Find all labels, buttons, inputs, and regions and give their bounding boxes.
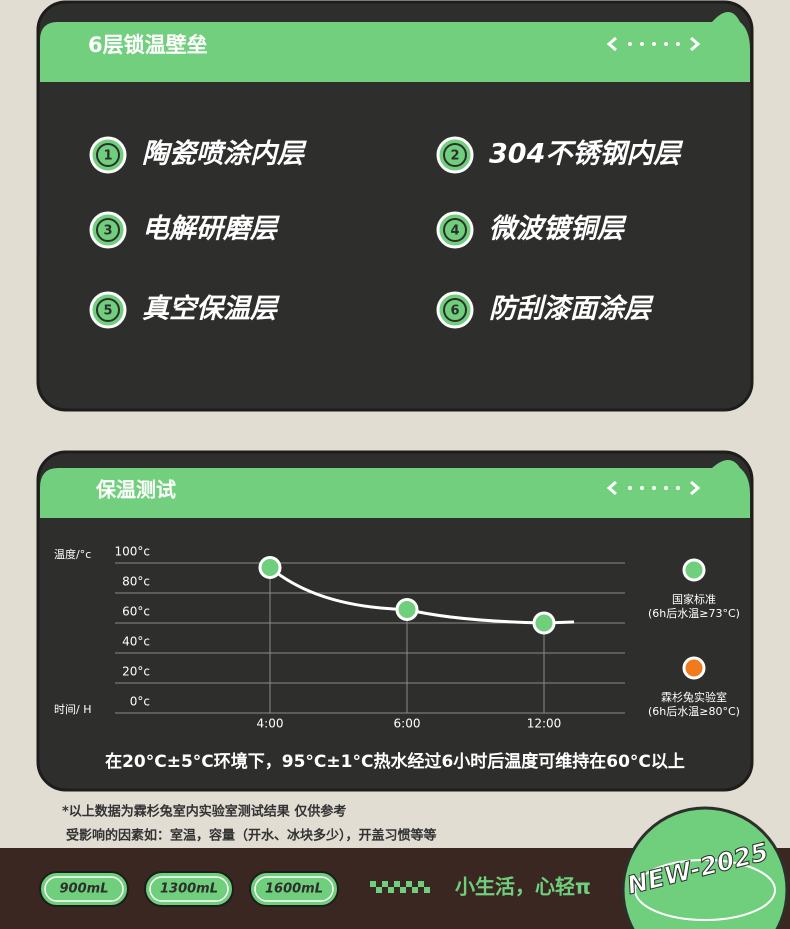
size-label: 1600mL xyxy=(265,882,323,897)
panel xyxy=(36,0,754,412)
number-badge xyxy=(89,291,127,329)
y-tick-label: 100°c xyxy=(114,545,150,559)
layer-label: 304不锈钢内层 xyxy=(489,139,683,170)
note: 受影响的因素如：室温，容量（开水、冰块多少），开盖习惯等等 xyxy=(66,828,437,844)
number-badge-inner xyxy=(443,298,467,322)
number-badge xyxy=(89,136,127,174)
legend-label: 霖杉兔实验室 xyxy=(661,690,727,704)
footer: 900mL 1300mL 1600mL xyxy=(39,871,339,907)
layer-label: 电解研磨层 xyxy=(142,214,280,245)
y-tick-label: 20°c xyxy=(122,665,150,679)
checker-icon xyxy=(370,881,430,893)
y-tick-label: 0°c xyxy=(130,695,150,709)
chart-caption: 在20°C±5°C环境下，95°C±1°C热水经过6小时后温度可维持在60°C以… xyxy=(105,751,685,772)
panel-header xyxy=(40,460,750,518)
layer-number: 4 xyxy=(450,224,459,239)
number-badge xyxy=(436,291,474,329)
number-badge-inner xyxy=(443,218,467,242)
y-tick-label: 40°c xyxy=(122,635,150,649)
layer-number: 6 xyxy=(450,304,459,319)
panel-header xyxy=(40,12,750,82)
number-badge-inner xyxy=(96,218,120,242)
chart: 0°c 20°c 40°c 60°c 80°c 100°c 4:00 6:00 12:00 国家标… xyxy=(114,545,739,731)
layer-label: 真空保温层 xyxy=(142,294,280,325)
x-tick-label: 4:00 xyxy=(257,717,284,731)
layer-number: 2 xyxy=(450,149,459,164)
y-tick-label: 80°c xyxy=(122,575,150,589)
point xyxy=(532,611,556,635)
layer-label: 防刮漆面涂层 xyxy=(489,294,654,325)
size-pill-rim xyxy=(44,876,124,902)
legend-note: (6h后水温≥80°C) xyxy=(648,705,740,718)
y-tick-label: 60°c xyxy=(122,605,150,619)
size-pill-rim xyxy=(254,876,334,902)
layer-label: 陶瓷喷涂内层 xyxy=(142,139,307,170)
number-badge-inner xyxy=(96,143,120,167)
x-tick-label: 6:00 xyxy=(394,717,421,731)
x-axis-label: 时间/ H xyxy=(54,703,91,716)
arrow-deco xyxy=(606,480,701,496)
badge xyxy=(621,806,789,929)
panel-title: 保温测试 xyxy=(95,478,176,502)
layer-number: 5 xyxy=(103,304,112,319)
size-pill xyxy=(249,871,339,907)
legend-label: 国家标准 xyxy=(672,592,716,606)
point xyxy=(258,556,282,579)
y-axis-label: 温度/°c xyxy=(54,547,91,561)
layer-number: 3 xyxy=(103,224,112,239)
note: *以上数据为霖杉兔室内实验室测试结果 仅供参考 xyxy=(62,804,346,820)
legend-marker xyxy=(682,656,706,680)
panel xyxy=(36,450,754,792)
legend-marker xyxy=(682,558,706,582)
number-badge xyxy=(436,136,474,174)
number-badge-inner xyxy=(443,143,467,167)
arrow-deco xyxy=(606,36,701,52)
number-badge xyxy=(89,211,127,249)
size-label: 900mL xyxy=(60,882,109,897)
legend-note: (6h后水温≥73°C) xyxy=(648,607,740,620)
badge-ring xyxy=(634,859,776,921)
size-pill xyxy=(39,871,129,907)
number-badge-inner xyxy=(96,298,120,322)
number-badge xyxy=(436,211,474,249)
panel-title: 6层锁温壁垒 xyxy=(88,33,208,57)
size-pill-rim xyxy=(149,876,229,902)
layer-number: 1 xyxy=(103,149,112,164)
point xyxy=(395,598,419,621)
slogan: 小生活，心轻π xyxy=(455,875,591,899)
size-pill xyxy=(144,871,234,907)
layer-label: 微波镀铜层 xyxy=(489,214,627,245)
x-tick-label: 12:00 xyxy=(527,717,562,731)
size-label: 1300mL xyxy=(160,882,218,897)
layer-list: 1 陶瓷喷涂内层 2 304不锈钢内层 3 电解研磨层 4 微波镀铜层 5 真空保温层 6 防刮漆面涂… xyxy=(89,136,683,329)
